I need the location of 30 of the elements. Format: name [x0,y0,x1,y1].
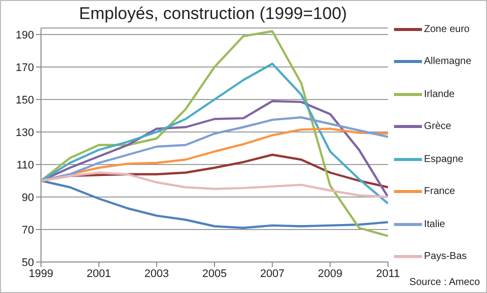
legend-label: Grèce [424,121,452,132]
legend-label: Allemagne [424,56,472,68]
line-series [41,62,388,205]
chart-title: Employés, construction (1999=100) [78,4,348,24]
y-tick-label: 130 [16,126,34,139]
x-tick-label: 2001 [86,268,112,280]
y-tick-label: 110 [16,159,34,172]
line-series [41,172,388,198]
legend-label: Espagne [424,154,464,165]
y-tick-label: 190 [16,29,34,42]
y-tick-label: 170 [16,62,34,74]
y-tick-label: 150 [16,94,34,106]
x-tick-label: 2007 [260,268,285,280]
x-tick-label: 2005 [202,268,227,280]
y-tick-label: 50 [22,256,34,269]
x-tick-label: 1999 [28,268,54,280]
legend-label: Zone euro [424,24,470,35]
x-tick-label: 2009 [318,268,342,280]
legend-label: France [424,186,456,198]
source-note: Source : Ameco [409,277,480,288]
y-tick-label: 70 [22,224,34,236]
legend-label: Pays-Bas [424,251,467,262]
legend-label: Irlande [424,88,455,100]
legend-label: Italie [424,218,446,230]
line-series [41,116,388,182]
y-tick-label: 90 [22,192,34,204]
line-series [41,180,388,229]
x-tick-label: 2011 [376,268,400,280]
line-series [41,30,388,238]
x-tick-label: 2003 [144,268,169,280]
